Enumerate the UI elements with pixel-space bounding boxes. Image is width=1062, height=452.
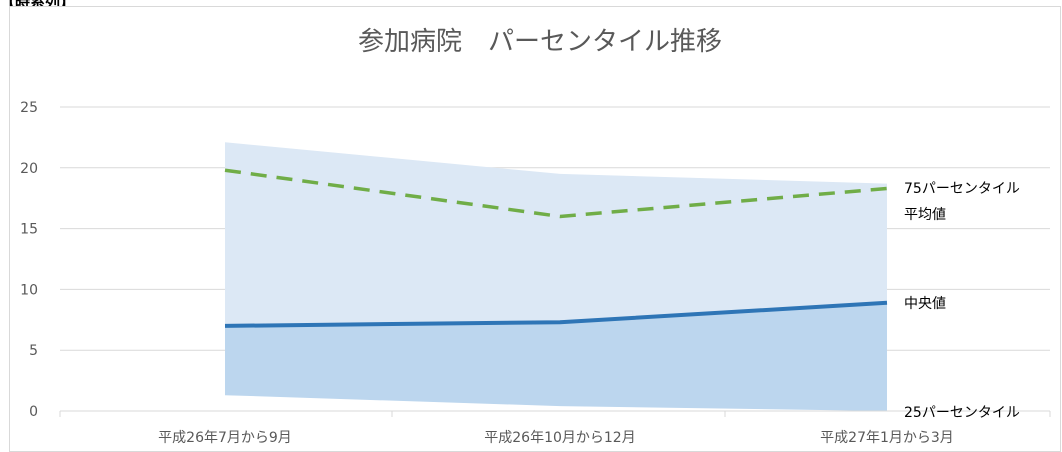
x-category-label: 平成27年1月から3月 bbox=[820, 430, 954, 446]
percentile-bands bbox=[225, 142, 887, 411]
series-label-75th: 75パーセンタイル bbox=[904, 181, 1020, 197]
x-axis: 平成26年7月から9月 平成26年10月から12月 平成27年1月から3月 bbox=[59, 410, 1051, 446]
chart-title: 参加病院 パーセンタイル推移 bbox=[358, 27, 722, 57]
lower-percentile-band bbox=[225, 302, 887, 411]
corner-label: 【時系列】 bbox=[0, 0, 75, 12]
upper-percentile-band bbox=[225, 142, 887, 326]
y-tick-label: 5 bbox=[29, 343, 38, 359]
y-tick-label: 20 bbox=[20, 161, 38, 177]
y-tick-label: 0 bbox=[29, 404, 38, 420]
y-tick-label: 25 bbox=[20, 100, 38, 116]
y-axis: 0 5 10 15 20 25 bbox=[20, 100, 38, 420]
series-label-median: 中央値 bbox=[904, 296, 946, 312]
median-line bbox=[224, 300, 888, 328]
series-label-25th: 25パーセンタイル bbox=[904, 405, 1020, 421]
x-category-label: 平成26年10月から12月 bbox=[484, 430, 635, 446]
y-tick-label: 15 bbox=[20, 222, 38, 238]
x-category-label: 平成26年7月から9月 bbox=[158, 430, 292, 446]
y-tick-label: 10 bbox=[20, 282, 38, 298]
mean-line bbox=[224, 168, 888, 219]
series-label-mean: 平均値 bbox=[904, 207, 946, 223]
series-lines bbox=[224, 168, 888, 328]
